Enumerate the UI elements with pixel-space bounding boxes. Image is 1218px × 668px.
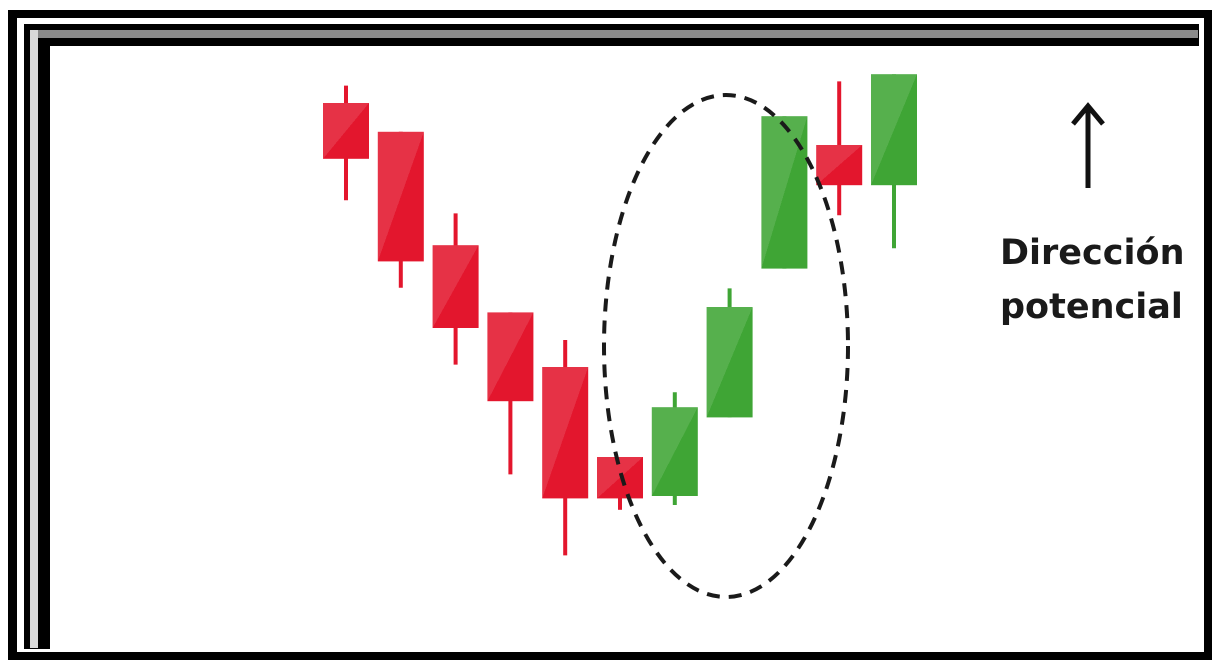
candle-shade — [871, 74, 917, 186]
direction-label: Dirección potencial — [1000, 226, 1185, 334]
direction-label-line2: potencial — [1000, 287, 1183, 327]
candle-shade — [487, 312, 534, 402]
candle-shade — [542, 367, 589, 499]
frame-top-bevel — [38, 30, 1198, 38]
candle-shade — [597, 457, 643, 499]
chart-canvas — [50, 46, 1199, 649]
frame-left-bevel — [30, 30, 38, 648]
direction-label-line1: Dirección — [1000, 233, 1185, 273]
candle-shade — [432, 245, 479, 328]
candle-shade — [761, 116, 808, 269]
candle-shade — [816, 145, 863, 186]
candles-group — [323, 74, 917, 556]
arrow-up-icon — [1071, 102, 1105, 188]
candle-shade — [377, 131, 424, 262]
candle-shade — [706, 307, 753, 418]
candle-shade — [323, 103, 369, 159]
candle-shade — [651, 407, 698, 496]
highlight-ellipse — [602, 93, 850, 599]
